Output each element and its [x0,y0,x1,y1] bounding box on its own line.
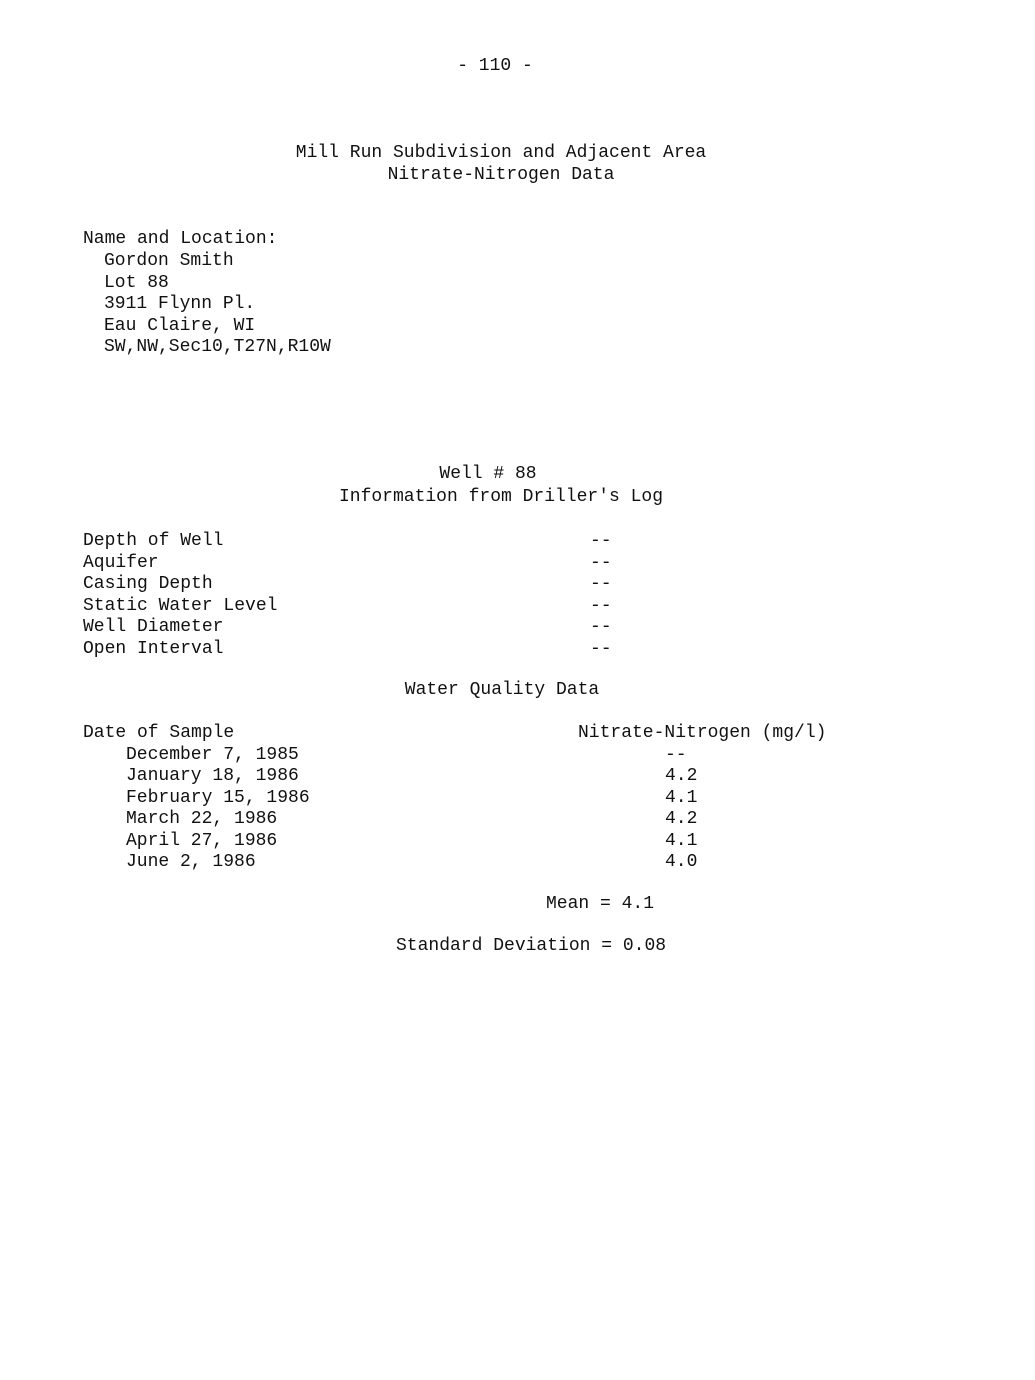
sample-value: 4.1 [665,830,698,851]
sample-date: June 2, 1986 [126,852,256,872]
well-field-value: -- [590,531,612,551]
well-field-value: -- [590,639,612,659]
date-column-header: Date of Sample [83,723,235,743]
well-field-value: -- [590,595,612,616]
sample-value: 4.0 [665,852,698,872]
sample-value: 4.2 [665,809,698,830]
sample-date: January 18, 1986 [126,766,299,787]
sample-date: December 7, 1985 [126,745,299,765]
page-subtitle: Nitrate-Nitrogen Data [387,165,615,185]
well-field-label: Open Interval [83,639,224,659]
sample-date: April 27, 1986 [126,830,278,851]
sample-date: March 22, 1986 [126,809,278,830]
nitrate-column-header: Nitrate-Nitrogen (mg/l) [578,723,827,743]
sample-value: 4.1 [665,787,698,808]
well-field-value: -- [590,617,612,638]
well-title: Well # 88 [439,464,537,484]
water-quality-title: Water Quality Data [404,680,600,700]
well-field-value: -- [590,552,612,573]
location-line: SW,NW,Sec10,T27N,R10W [104,337,331,358]
location-line: Gordon Smith [104,251,234,271]
well-field-value: -- [590,574,612,595]
sample-value: -- [665,745,687,765]
well-field-label: Well Diameter [83,617,224,638]
location-line: 3911 Flynn Pl. [104,294,256,315]
well-field-label: Depth of Well [83,531,224,551]
sample-value: 4.2 [665,766,698,787]
well-subtitle: Information from Driller's Log [338,487,664,507]
location-line: Eau Claire, WI [104,315,256,336]
page-number: - 110 - [457,56,533,76]
well-field-label: Casing Depth [83,574,213,595]
well-field-label: Static Water Level [83,595,278,616]
standard-deviation: Standard Deviation = 0.08 [396,936,667,956]
location-heading: Name and Location: [83,229,278,249]
page-title: Mill Run Subdivision and Adjacent Area [295,143,707,163]
location-line: Lot 88 [104,272,169,293]
mean-value: Mean = 4.1 [546,894,655,914]
well-field-label: Aquifer [83,552,159,573]
sample-date: February 15, 1986 [126,787,310,808]
